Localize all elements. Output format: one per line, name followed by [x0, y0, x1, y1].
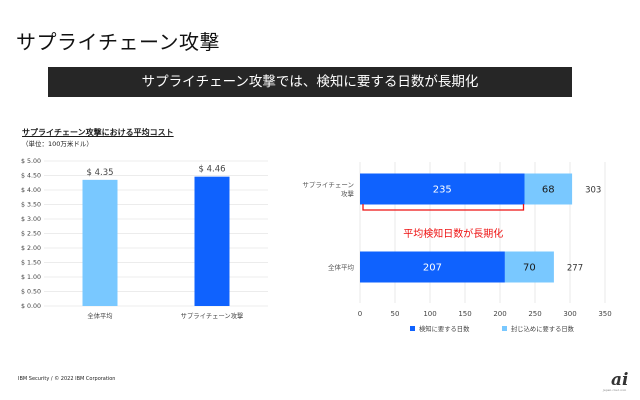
- cost-bar-value-label: $ 4.46: [198, 165, 225, 175]
- cost-chart-title: サプライチェーン攻撃における平均コスト: [22, 128, 174, 137]
- days-segment-value-label: 68: [542, 185, 555, 196]
- days-legend-label: 封じ込めに要する日数: [511, 324, 575, 333]
- days-legend-swatch: [410, 326, 415, 331]
- days-segment-value-label: 235: [433, 185, 452, 196]
- cost-y-tick-label: $ 1.50: [21, 260, 41, 267]
- site-logo-caption: japan.cnet.com: [603, 388, 627, 392]
- cost-bar: [82, 179, 118, 306]
- days-y-category-label: サプライチェーン: [302, 181, 354, 189]
- days-bar-segment: [504, 251, 554, 283]
- cost-y-tick-label: $ 5.00: [21, 158, 41, 165]
- days-bar-segment: [360, 251, 505, 283]
- cost-y-tick-label: $ 4.00: [21, 187, 41, 194]
- cost-y-tick-label: $ 3.00: [21, 216, 41, 223]
- cost-y-tick-label: $ 2.50: [21, 231, 41, 238]
- days-x-tick-label: 100: [423, 310, 436, 318]
- days-legend-label: 検知に要する日数: [419, 324, 470, 333]
- cost-y-tick-label: $ 3.50: [21, 202, 41, 209]
- days-x-tick-label: 150: [458, 310, 471, 318]
- days-x-tick-label: 200: [493, 310, 506, 318]
- days-x-tick-label: 300: [563, 310, 576, 318]
- annotation-text: 平均検知日数が長期化: [403, 227, 503, 240]
- cost-y-tick-label: $ 0.00: [21, 303, 41, 310]
- cost-y-tick-label: $ 0.50: [21, 289, 41, 296]
- site-logo-mark: ai: [611, 370, 629, 390]
- days-total-label: 303: [585, 186, 601, 196]
- site-logo: ai japan.cnet.com: [603, 370, 629, 392]
- slide-title: サプライチェーン攻撃: [16, 30, 220, 54]
- days-segment-value-label: 70: [523, 263, 536, 274]
- cost-y-tick-label: $ 2.00: [21, 245, 41, 252]
- days-y-category-label: 攻撃: [341, 189, 355, 198]
- cost-bar-value-label: $ 4.35: [86, 168, 113, 178]
- annotation-bracket: [362, 204, 525, 211]
- days-segment-value-label: 207: [423, 263, 442, 274]
- days-x-tick-label: 250: [528, 310, 541, 318]
- days-x-tick-label: 350: [598, 310, 611, 318]
- cost-y-tick-label: $ 1.00: [21, 274, 41, 281]
- days-bar-segment: [360, 173, 525, 205]
- days-legend-swatch: [502, 326, 507, 331]
- cost-chart-subtitle: （単位：100万米ドル）: [22, 140, 93, 148]
- days-y-category-label: 全体平均: [328, 263, 355, 272]
- cost-x-category-label: サプライチェーン攻撃: [181, 311, 244, 320]
- days-bar-segment: [524, 173, 573, 205]
- cost-y-tick-label: $ 4.50: [21, 173, 41, 180]
- days-total-label: 277: [567, 264, 583, 274]
- cost-x-category-label: 全体平均: [87, 311, 112, 320]
- days-x-tick-label: 0: [358, 310, 362, 318]
- days-x-tick-label: 50: [391, 310, 400, 318]
- cost-bar: [194, 176, 230, 306]
- footer-copyright: IBM Security / © 2022 IBM Corporation: [18, 376, 116, 382]
- headline-banner: サプライチェーン攻撃では、検知に要する日数が長期化: [48, 67, 572, 97]
